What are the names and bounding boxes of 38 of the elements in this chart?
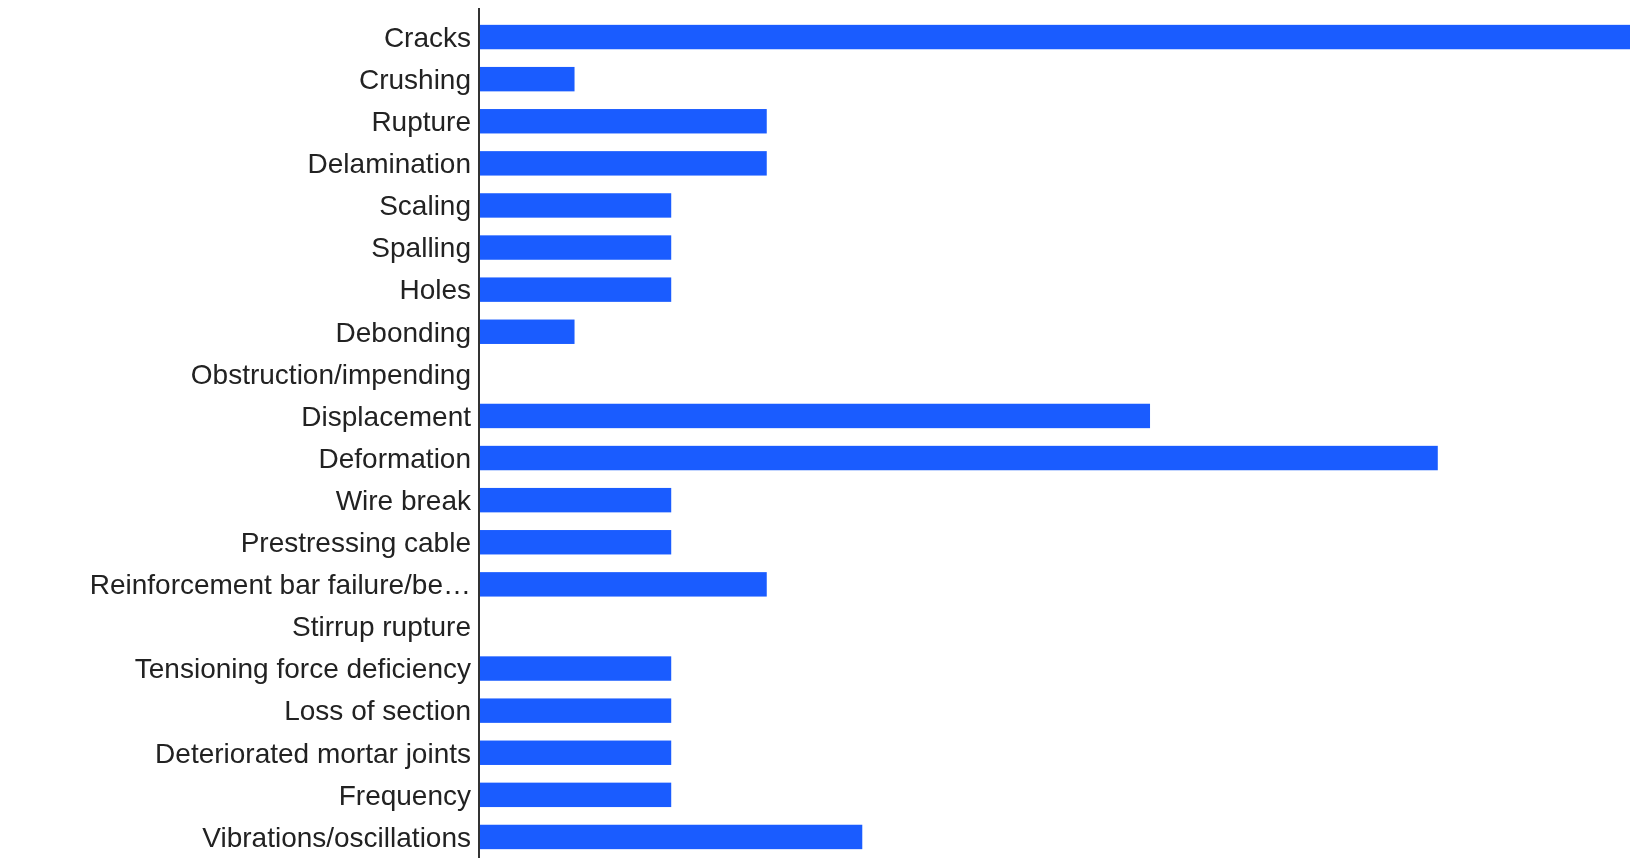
y-tick-label: Cracks (383, 21, 471, 53)
bar (479, 403, 1151, 429)
y-tick-label: Delamination (307, 148, 471, 180)
y-tick-label: Reinforcement bar failure/be… (89, 569, 471, 601)
bar (479, 319, 575, 344)
y-tick-label: Deteriorated mortar joints (155, 737, 471, 769)
bar (479, 24, 1630, 50)
bar (479, 572, 767, 597)
bar (479, 740, 672, 765)
bar (479, 151, 767, 176)
bar (479, 235, 672, 260)
bar (479, 277, 672, 302)
bar (479, 193, 672, 218)
y-tick-label: Displacement (301, 400, 472, 432)
bar (479, 487, 672, 513)
y-tick-label: Deformation (318, 442, 471, 474)
y-tick-label: Obstruction/impending (190, 358, 471, 390)
y-tick-label: Vibrations/oscillations (202, 821, 471, 853)
bar (479, 824, 863, 850)
bar (479, 530, 672, 555)
y-tick-label: Frequency (338, 779, 471, 811)
y-tick-label: Wire break (335, 484, 472, 516)
y-tick-label: Crushing (358, 63, 471, 95)
y-tick-label: Debonding (335, 316, 471, 348)
bar (479, 66, 575, 92)
y-tick-label: Prestressing cable (240, 527, 471, 559)
y-tick-label: Loss of section (284, 695, 471, 727)
bar (479, 656, 672, 681)
bar (479, 782, 672, 808)
y-tick-label: Rupture (371, 106, 471, 138)
y-tick-label: Tensioning force deficiency (134, 653, 471, 685)
y-tick-label: Stirrup rupture (292, 611, 471, 643)
y-tick-label: Spalling (371, 232, 471, 264)
y-tick-label: Holes (399, 274, 471, 306)
bar (479, 698, 672, 723)
bar (479, 445, 1438, 471)
y-tick-label: Scaling (379, 190, 471, 222)
bar (479, 109, 767, 134)
